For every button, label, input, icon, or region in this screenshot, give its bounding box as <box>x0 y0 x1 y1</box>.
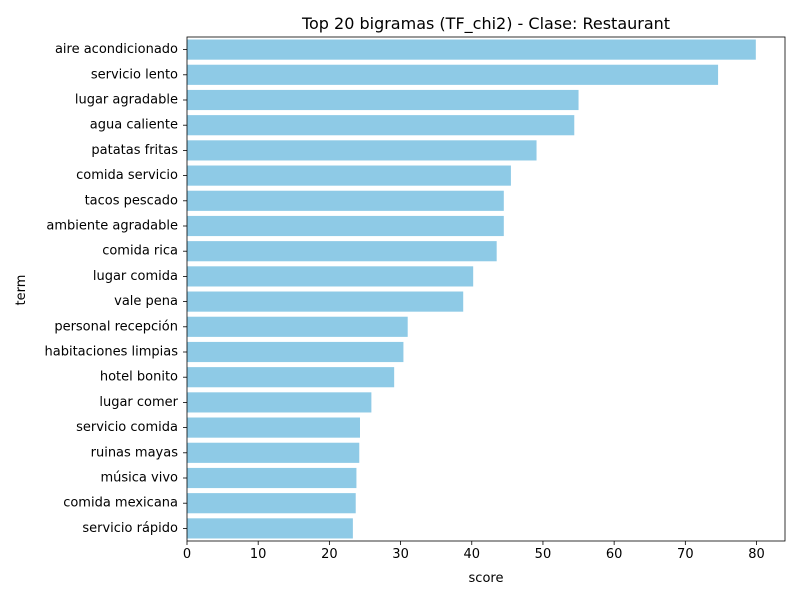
bar <box>187 115 575 136</box>
y-tick-label: tacos pescado <box>85 193 178 208</box>
x-tick-label: 60 <box>606 547 623 562</box>
y-tick-label: servicio rápido <box>82 521 178 536</box>
x-tick-label: 30 <box>392 547 409 562</box>
x-tick-label: 20 <box>321 547 338 562</box>
plot-border <box>186 36 786 542</box>
y-tick-label: personal recepción <box>54 319 178 334</box>
y-tick-label: música vivo <box>101 471 179 486</box>
y-tick-label: ruinas mayas <box>91 445 179 460</box>
x-tick-label: 0 <box>183 547 191 562</box>
bar <box>187 39 756 60</box>
y-tick-label: lugar agradable <box>75 93 178 108</box>
y-tick-label: comida rica <box>102 244 178 259</box>
x-axis-ticks: 0 10 20 30 40 50 60 70 80 <box>183 541 765 562</box>
bars <box>187 39 756 539</box>
y-tick-label: ambiente agradable <box>46 219 178 234</box>
y-tick-label: patatas fritas <box>91 143 178 158</box>
x-tick-label: 80 <box>748 547 765 562</box>
y-tick-label: hotel bonito <box>100 370 178 385</box>
y-tick-label: servicio lento <box>91 67 178 82</box>
y-axis-label: term <box>14 275 29 306</box>
y-tick-label: lugar comida <box>93 269 178 284</box>
bar <box>187 341 404 363</box>
x-axis-label: score <box>469 571 504 586</box>
bar <box>187 190 504 211</box>
bar <box>187 417 360 438</box>
y-tick-label: comida servicio <box>76 168 178 183</box>
y-tick-label: agua caliente <box>90 118 178 133</box>
bar <box>187 367 395 388</box>
y-axis-ticks: aire acondicionado servicio lento lugar ag… <box>45 42 187 536</box>
bar <box>187 467 357 489</box>
x-tick-label: 50 <box>535 547 552 562</box>
x-tick-label: 70 <box>677 547 694 562</box>
bar <box>187 392 372 413</box>
bar <box>187 316 408 337</box>
bar <box>187 89 579 111</box>
y-tick-label: habitaciones limpias <box>45 345 179 360</box>
plot-frame <box>186 36 786 542</box>
y-tick-label: servicio comida <box>76 420 178 435</box>
bar <box>187 442 360 463</box>
y-tick-label: comida mexicana <box>63 496 178 511</box>
bar <box>187 291 464 312</box>
bar <box>187 165 511 186</box>
bar <box>187 518 353 539</box>
x-tick-label: 40 <box>463 547 480 562</box>
y-tick-label: aire acondicionado <box>55 42 178 57</box>
chart-title: Top 20 bigramas (TF_chi2) - Clase: Resta… <box>301 14 670 34</box>
bar <box>187 140 537 161</box>
bar <box>187 215 504 237</box>
y-tick-label: lugar comer <box>99 395 178 410</box>
x-tick-label: 10 <box>250 547 267 562</box>
y-tick-label: vale pena <box>114 294 178 309</box>
bar <box>187 266 474 287</box>
bar <box>187 241 497 262</box>
bar <box>187 493 356 514</box>
bar <box>187 64 719 85</box>
